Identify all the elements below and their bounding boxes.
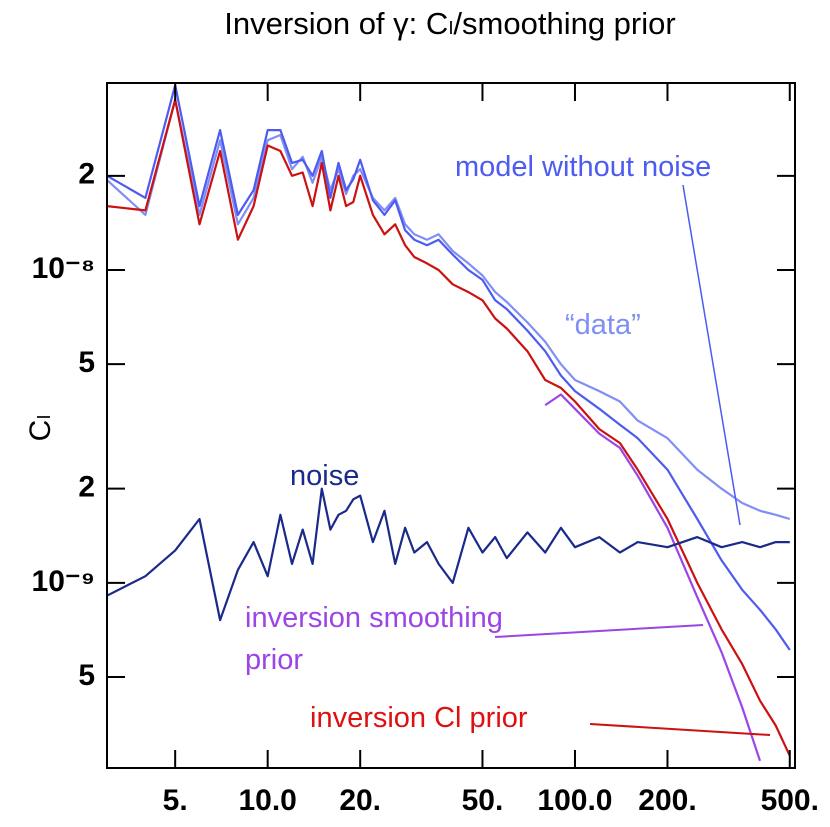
x-tick-label: 10.0: [238, 784, 296, 817]
pointer: [494, 624, 704, 638]
x-tick-label: 5.: [163, 784, 188, 817]
y-tick-label: 2: [78, 158, 95, 191]
y-tick-label: 10⁻⁸: [32, 252, 95, 285]
pointer: [589, 723, 771, 736]
plot-frame: [106, 82, 796, 769]
series-line: [544, 393, 762, 762]
series-label: noise: [290, 460, 360, 492]
series-label: inversion smoothing prior: [245, 602, 503, 676]
series-line: [106, 84, 791, 651]
chart-title: Inversion of γ: Cₗ/smoothing prior: [224, 6, 675, 41]
pointer: [682, 184, 741, 526]
series-label: model without noise: [455, 151, 712, 183]
y-tick-label: 2: [78, 471, 95, 504]
y-axis-label: Cₗ: [24, 415, 57, 442]
y-tick-label: 5: [78, 346, 95, 379]
series-line: [106, 98, 791, 757]
x-tick-label: 20.: [339, 784, 381, 817]
series-label: inversion Cl prior: [310, 702, 528, 734]
series-line: [106, 98, 791, 521]
series-line: [106, 487, 790, 622]
series-label: “data”: [565, 309, 641, 341]
x-tick-label: 200.: [638, 784, 696, 817]
y-tick-label: 10⁻⁹: [32, 565, 95, 598]
x-tick-label: 500.: [761, 784, 819, 817]
x-tick-label: 100.0: [537, 784, 612, 817]
y-tick-label: 5: [78, 659, 95, 692]
x-tick-label: 50.: [462, 784, 504, 817]
